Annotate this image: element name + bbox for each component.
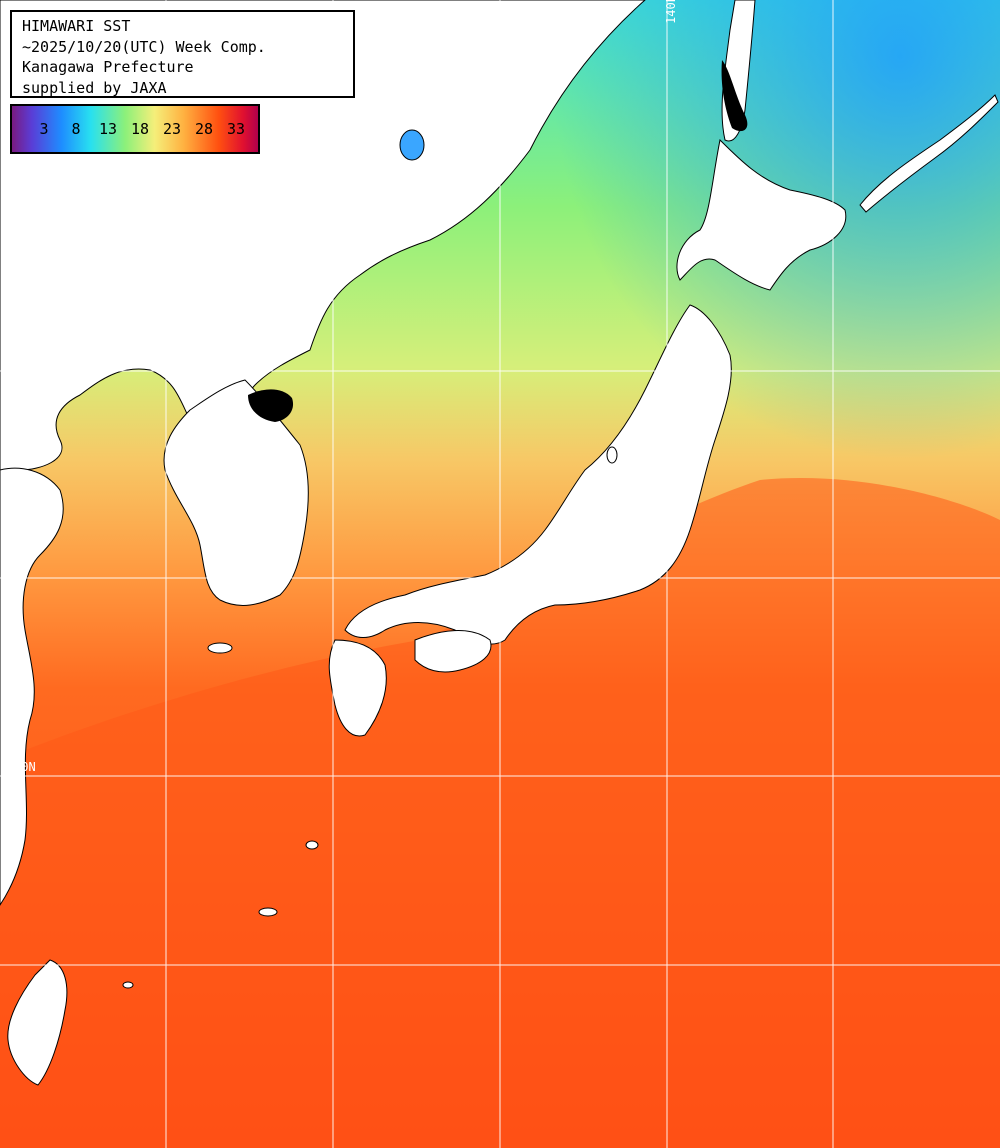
landmass-shikoku bbox=[414, 630, 492, 673]
landmass-kuril-islands bbox=[859, 94, 999, 213]
map-info-box: HIMAWARI SST ~2025/10/20(UTC) Week Comp.… bbox=[10, 10, 355, 98]
landmass-taiwan bbox=[7, 959, 68, 1086]
landmass-hokkaido bbox=[676, 138, 847, 291]
map-region: Kanagawa Prefecture bbox=[22, 58, 194, 76]
scale-tick-label: 18 bbox=[130, 120, 150, 138]
grid-label-30n: 30N bbox=[14, 760, 36, 774]
temperature-color-scale bbox=[10, 104, 260, 154]
landmass-island-ryukyu-2 bbox=[258, 907, 278, 917]
landmass-honshu bbox=[344, 304, 732, 645]
landmass-china-coast bbox=[0, 467, 64, 906]
cloud-mask-sakhalin bbox=[721, 60, 748, 132]
grid-label-140e: 140E bbox=[664, 0, 678, 24]
landmass-kyushu bbox=[328, 639, 387, 737]
scale-tick-label: 13 bbox=[98, 120, 118, 138]
map-title: HIMAWARI SST bbox=[22, 17, 131, 35]
scale-tick-label: 33 bbox=[226, 120, 246, 138]
landmass-island-ryukyu-1 bbox=[305, 840, 319, 850]
map-date-range: ~2025/10/20(UTC) Week Comp. bbox=[22, 37, 266, 56]
temperature-scale-labels: 3 8 13 18 23 28 33 bbox=[28, 120, 260, 140]
landmass-korean-peninsula bbox=[163, 379, 309, 606]
landmass-island-ryukyu-3 bbox=[122, 981, 134, 989]
map-credit: supplied by JAXA bbox=[22, 78, 167, 97]
scale-tick-label: 8 bbox=[71, 120, 81, 138]
landmass-island-jeju bbox=[207, 642, 233, 654]
landmass-island-sado bbox=[606, 446, 618, 464]
landmass-island-dokdo bbox=[399, 129, 425, 161]
scale-tick-label: 3 bbox=[39, 120, 49, 138]
scale-tick-label: 23 bbox=[162, 120, 182, 138]
cloud-mask-bohai bbox=[248, 389, 294, 422]
scale-tick-label: 28 bbox=[194, 120, 214, 138]
grid-label-40n: 40N bbox=[14, 355, 36, 369]
